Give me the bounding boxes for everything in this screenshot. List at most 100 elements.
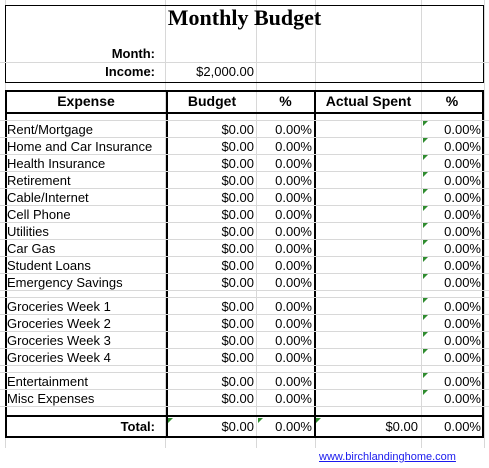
grid-line: [256, 0, 257, 448]
budget-pct-cell[interactable]: 0.00%: [275, 333, 312, 348]
expense-name: Student Loans: [7, 258, 91, 273]
footer-link[interactable]: www.birchlandinghome.com: [319, 451, 456, 463]
budget-cell[interactable]: $0.00: [221, 190, 254, 205]
actual-pct-cell[interactable]: 0.00%: [444, 316, 481, 331]
table-row: Misc Expenses $0.00 0.00% 0.00%: [0, 390, 489, 407]
table-row: Home and Car Insurance $0.00 0.00% 0.00%: [0, 138, 489, 155]
budget-cell[interactable]: $0.00: [221, 258, 254, 273]
table-border-left: [5, 90, 7, 438]
total-actual[interactable]: $0.00: [385, 419, 418, 434]
header-budget: Budget: [187, 93, 237, 109]
budget-pct-cell[interactable]: 0.00%: [275, 350, 312, 365]
budget-cell[interactable]: $0.00: [221, 241, 254, 256]
budget-pct-cell[interactable]: 0.00%: [275, 241, 312, 256]
actual-pct-cell[interactable]: 0.00%: [444, 207, 481, 222]
header-pct2: %: [445, 93, 459, 109]
table-row: Car Gas $0.00 0.00% 0.00%: [0, 240, 489, 257]
budget-pct-cell[interactable]: 0.00%: [275, 275, 312, 290]
budget-pct-cell[interactable]: 0.00%: [275, 190, 312, 205]
grid-line: [0, 205, 489, 206]
budget-cell[interactable]: $0.00: [221, 316, 254, 331]
expense-name: Groceries Week 3: [7, 333, 111, 348]
month-label: Month:: [111, 46, 155, 61]
actual-pct-cell[interactable]: 0.00%: [444, 258, 481, 273]
comment-marker-icon: [423, 189, 428, 194]
table-row: Utilities $0.00 0.00% 0.00%: [0, 223, 489, 240]
budget-pct-cell[interactable]: 0.00%: [275, 258, 312, 273]
actual-pct-cell[interactable]: 0.00%: [444, 241, 481, 256]
budget-cell[interactable]: $0.00: [221, 374, 254, 389]
actual-pct-cell[interactable]: 0.00%: [444, 374, 481, 389]
total-pct[interactable]: 0.00%: [275, 419, 312, 434]
budget-column-border: [166, 90, 168, 438]
header-actual: Actual Spent: [325, 93, 412, 109]
expense-name: Groceries Week 2: [7, 316, 111, 331]
grid-line: [0, 222, 489, 223]
grid-line: [0, 256, 489, 257]
total-divider: [5, 415, 484, 417]
grid-line: [0, 297, 489, 298]
budget-cell[interactable]: $0.00: [221, 139, 254, 154]
actual-pct-cell[interactable]: 0.00%: [444, 350, 481, 365]
actual-pct-cell[interactable]: 0.00%: [444, 122, 481, 137]
actual-pct-cell[interactable]: 0.00%: [444, 299, 481, 314]
table-row: Groceries Week 1 $0.00 0.00% 0.00%: [0, 298, 489, 315]
actual-pct-cell[interactable]: 0.00%: [444, 173, 481, 188]
budget-pct-cell[interactable]: 0.00%: [275, 207, 312, 222]
actual-pct-cell[interactable]: 0.00%: [444, 391, 481, 406]
comment-marker-icon: [423, 240, 428, 245]
budget-pct-cell[interactable]: 0.00%: [275, 374, 312, 389]
actual-pct-cell[interactable]: 0.00%: [444, 190, 481, 205]
grid-line: [0, 137, 489, 138]
expense-name: Groceries Week 4: [7, 350, 111, 365]
comment-marker-icon: [423, 298, 428, 303]
actual-pct-cell[interactable]: 0.00%: [444, 156, 481, 171]
comment-marker-icon: [423, 315, 428, 320]
budget-pct-cell[interactable]: 0.00%: [275, 391, 312, 406]
budget-cell[interactable]: $0.00: [221, 391, 254, 406]
comment-marker-icon: [423, 257, 428, 262]
comment-marker-icon: [258, 418, 263, 423]
grid-line: [0, 154, 489, 155]
budget-cell[interactable]: $0.00: [221, 275, 254, 290]
comment-marker-icon: [423, 223, 428, 228]
total-pct2[interactable]: 0.00%: [444, 419, 481, 434]
grid-line: [0, 314, 489, 315]
grid-line: [0, 239, 489, 240]
grid-line: [0, 62, 489, 63]
budget-cell[interactable]: $0.00: [221, 173, 254, 188]
actual-pct-cell[interactable]: 0.00%: [444, 275, 481, 290]
table-border-right: [482, 90, 484, 438]
actual-pct-cell[interactable]: 0.00%: [444, 139, 481, 154]
budget-pct-cell[interactable]: 0.00%: [275, 173, 312, 188]
actual-pct-cell[interactable]: 0.00%: [444, 333, 481, 348]
budget-pct-cell[interactable]: 0.00%: [275, 139, 312, 154]
actual-pct-cell[interactable]: 0.00%: [444, 224, 481, 239]
comment-marker-icon: [423, 138, 428, 143]
table-row: Rent/Mortgage $0.00 0.00% 0.00%: [0, 121, 489, 138]
budget-cell[interactable]: $0.00: [221, 333, 254, 348]
table-row: Health Insurance $0.00 0.00% 0.00%: [0, 155, 489, 172]
budget-pct-cell[interactable]: 0.00%: [275, 122, 312, 137]
total-budget[interactable]: $0.00: [221, 419, 254, 434]
table-row: Cell Phone $0.00 0.00% 0.00%: [0, 206, 489, 223]
budget-pct-cell[interactable]: 0.00%: [275, 316, 312, 331]
budget-pct-cell[interactable]: 0.00%: [275, 299, 312, 314]
comment-marker-icon: [423, 274, 428, 279]
table-row: Retirement $0.00 0.00% 0.00%: [0, 172, 489, 189]
budget-pct-cell[interactable]: 0.00%: [275, 224, 312, 239]
table-row: Student Loans $0.00 0.00% 0.00%: [0, 257, 489, 274]
grid-line: [0, 406, 489, 407]
budget-cell[interactable]: $0.00: [221, 350, 254, 365]
budget-pct-cell[interactable]: 0.00%: [275, 156, 312, 171]
grid-line: [0, 331, 489, 332]
budget-cell[interactable]: $0.00: [221, 299, 254, 314]
grid-line: [0, 389, 489, 390]
budget-cell[interactable]: $0.00: [221, 156, 254, 171]
income-value[interactable]: $2,000.00: [196, 64, 254, 79]
budget-cell[interactable]: $0.00: [221, 207, 254, 222]
budget-cell[interactable]: $0.00: [221, 122, 254, 137]
comment-marker-icon: [423, 332, 428, 337]
budget-cell[interactable]: $0.00: [221, 224, 254, 239]
info-box: [5, 35, 484, 83]
